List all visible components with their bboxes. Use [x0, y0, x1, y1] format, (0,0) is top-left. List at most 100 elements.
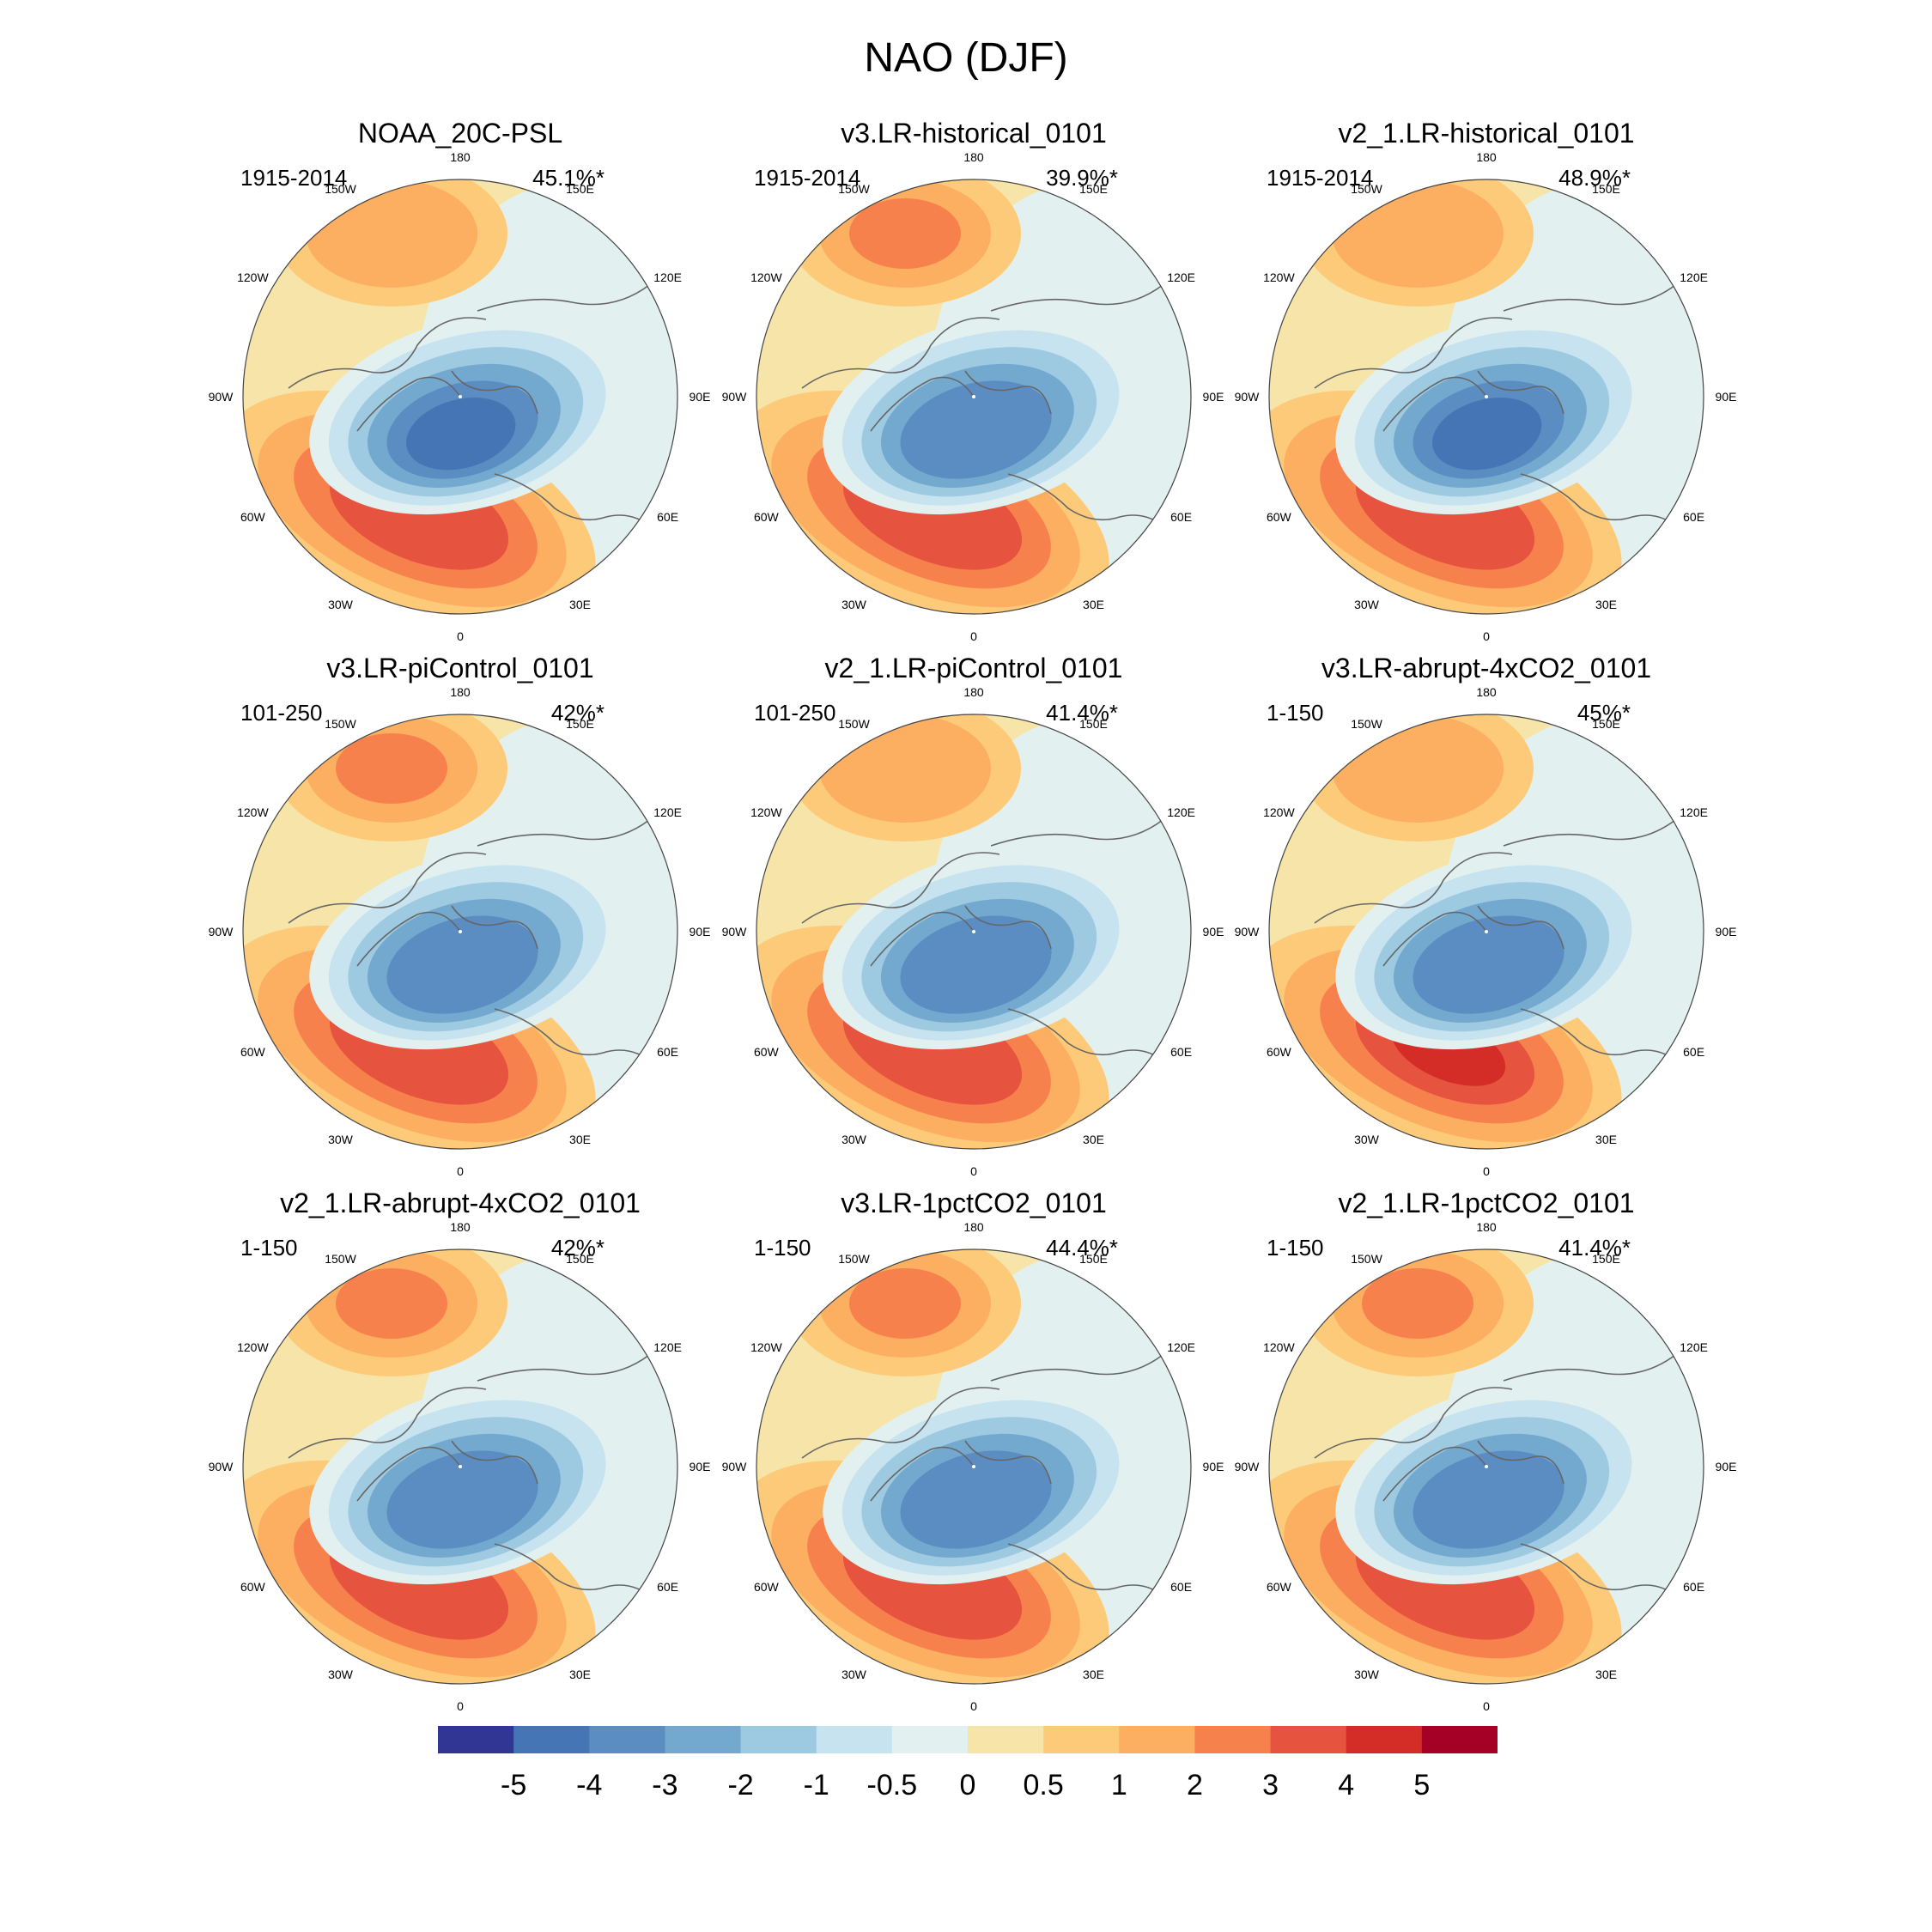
longitude-label: 30E: [1595, 1667, 1617, 1681]
colorbar-tick-label: -2: [727, 1769, 754, 1801]
longitude-label: 120W: [237, 805, 269, 819]
map-boundary: [756, 714, 1192, 1150]
arctic-low-contour: [386, 1450, 538, 1549]
coastline: [1477, 905, 1564, 950]
longitude-label: 150E: [1592, 182, 1620, 197]
coastline: [477, 819, 650, 847]
polar-map: [242, 179, 678, 615]
coastline: [1477, 1440, 1564, 1485]
longitude-label: 0: [970, 1164, 977, 1178]
coastline: [990, 284, 1163, 312]
coastline: [1382, 911, 1487, 967]
longitude-label: 120W: [750, 805, 782, 819]
coastline: [288, 1387, 487, 1459]
panel-title: v2_1.LR-historical_0101: [1338, 118, 1635, 149]
arctic-low-contour: [1413, 915, 1564, 1014]
panel-variance: 41.4%*: [1046, 700, 1118, 726]
longitude-label: 30W: [328, 1667, 353, 1681]
longitude-label: 90E: [1202, 1460, 1224, 1473]
colorbar-segment: [816, 1726, 893, 1753]
longitude-label: 150E: [1079, 182, 1108, 197]
coastline: [451, 370, 538, 415]
longitude-label: 150W: [1351, 182, 1382, 197]
longitude-label: 60W: [240, 509, 265, 524]
coastline: [1503, 284, 1676, 312]
longitude-label: 90E: [1202, 925, 1224, 939]
longitude-label: 180: [450, 1220, 471, 1234]
longitude-label: 0: [1483, 1699, 1490, 1713]
panel-title: v3.LR-historical_0101: [841, 118, 1107, 149]
longitude-label: 120E: [1680, 1340, 1708, 1354]
longitude-label: 60W: [753, 1044, 779, 1059]
panel-variance: 44.4%*: [1046, 1235, 1118, 1261]
longitude-label: 90W: [721, 390, 747, 404]
longitude-label: 150W: [1351, 717, 1382, 732]
north-pole-marker: [1485, 1465, 1488, 1468]
pacific-high-contour: [336, 1268, 447, 1339]
longitude-label: 120E: [653, 1340, 682, 1354]
coastline: [288, 317, 487, 389]
colorbar-segment: [1194, 1726, 1272, 1753]
coastline: [964, 905, 1052, 950]
coastline: [1382, 1446, 1487, 1502]
panel-variance: 42%*: [550, 1235, 605, 1261]
coastline: [964, 1440, 1052, 1485]
pacific-high-contour: [849, 198, 961, 269]
longitude-label: 180: [963, 1220, 984, 1234]
colorbar-segment: [1043, 1726, 1120, 1753]
longitude-label: 90E: [1715, 925, 1737, 939]
longitude-label: 90W: [208, 390, 234, 404]
longitude-label: 90E: [1715, 390, 1737, 404]
coastline: [1314, 852, 1513, 924]
panel-period: 1-150: [240, 1235, 298, 1261]
coastline: [356, 376, 461, 432]
colorbar-tick-label: 5: [1413, 1769, 1431, 1801]
longitude-label: 60W: [1266, 1044, 1291, 1059]
longitude-label: 90W: [1234, 1460, 1260, 1473]
longitude-label: 150W: [838, 717, 870, 732]
coastline: [1314, 1387, 1513, 1459]
colorbar-segment: [665, 1726, 742, 1753]
longitude-label: 120E: [1167, 805, 1195, 819]
colorbar-segment: [513, 1726, 590, 1753]
polar-map: [756, 714, 1192, 1150]
panel-variance: 41.4%*: [1558, 1235, 1631, 1261]
longitude-label: 180: [450, 150, 471, 164]
longitude-label: 60W: [753, 1579, 779, 1594]
colorbar-segment: [1270, 1726, 1347, 1753]
coastline: [356, 911, 461, 967]
north-pole-marker: [1485, 930, 1488, 933]
longitude-label: 150E: [566, 717, 594, 732]
longitude-label: 30E: [1083, 1132, 1104, 1146]
longitude-label: 150E: [1079, 717, 1108, 732]
longitude-label: 30E: [569, 1667, 591, 1681]
map-boundary: [242, 714, 678, 1150]
arctic-low-contour: [900, 380, 1052, 479]
longitude-label: 150E: [1592, 1252, 1620, 1267]
longitude-label: 180: [450, 685, 471, 699]
panel-variance: 42%*: [550, 700, 605, 726]
panel-period: 1-150: [1267, 1235, 1324, 1261]
panel-period: 101-250: [754, 700, 836, 726]
polar-map: [756, 179, 1192, 615]
coastline: [356, 1446, 461, 1502]
longitude-label: 120E: [1680, 270, 1708, 284]
longitude-label: 30W: [1354, 1132, 1379, 1146]
longitude-label: 120E: [653, 270, 682, 284]
panel-variance: 48.9%*: [1558, 165, 1631, 191]
polar-map: [242, 1249, 678, 1685]
longitude-label: 150W: [838, 1252, 870, 1267]
coastline: [451, 1440, 538, 1485]
colorbar-tick-label: 0: [959, 1769, 976, 1801]
arctic-low-contour: [900, 915, 1052, 1014]
coastline: [964, 370, 1052, 415]
longitude-label: 120E: [1680, 805, 1708, 819]
longitude-label: 120W: [750, 1340, 782, 1354]
panel-variance: 45.1%*: [532, 165, 605, 191]
longitude-label: 90W: [208, 925, 234, 939]
longitude-label: 60E: [1683, 1044, 1705, 1059]
longitude-label: 30E: [1083, 1667, 1104, 1681]
colorbar-tick-label: 1: [1110, 1769, 1127, 1801]
colorbar-tick-label: -5: [501, 1769, 527, 1801]
coastline: [990, 819, 1163, 847]
